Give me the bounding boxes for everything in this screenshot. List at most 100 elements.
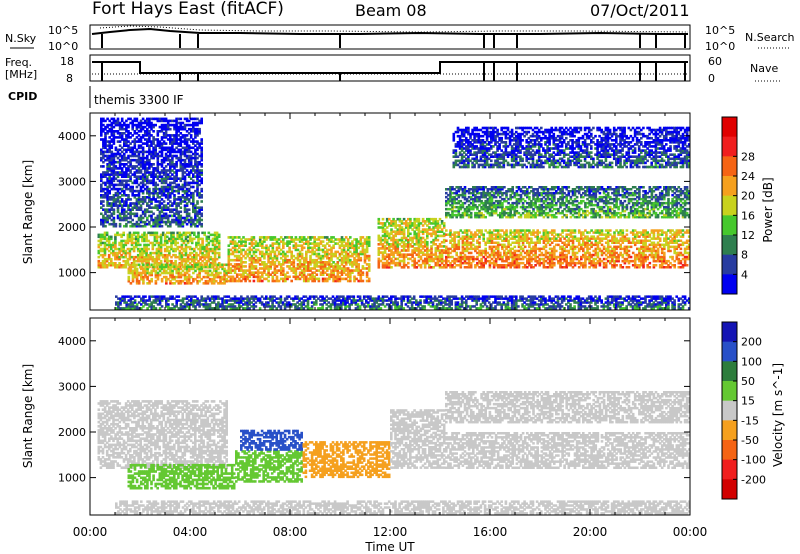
data-cell <box>517 199 521 203</box>
data-cell <box>609 253 612 257</box>
data-cell <box>273 279 277 283</box>
data-cell <box>644 249 647 253</box>
data-cell <box>292 265 296 268</box>
data-cell <box>565 243 568 247</box>
data-cell <box>219 275 222 279</box>
data-cell <box>174 237 177 241</box>
data-cell <box>540 237 544 240</box>
data-cell <box>544 251 548 255</box>
data-cell <box>515 190 519 193</box>
data-cell <box>101 255 105 259</box>
data-cell <box>317 261 321 264</box>
data-cell <box>415 261 419 265</box>
data-cell <box>650 247 654 251</box>
data-cell <box>265 246 268 250</box>
data-cell <box>154 279 158 283</box>
data-cell <box>530 211 533 215</box>
data-cell <box>217 245 221 249</box>
data-cell <box>503 213 506 217</box>
data-cell <box>582 249 585 253</box>
data-cell <box>563 203 566 207</box>
data-cell <box>227 250 231 254</box>
nave-tick-top: 60 <box>708 55 722 68</box>
data-cell <box>319 240 323 243</box>
data-cell <box>235 263 239 266</box>
data-cell <box>284 254 287 258</box>
data-cell <box>211 259 215 263</box>
data-cell <box>407 222 410 225</box>
data-cell <box>561 247 564 251</box>
data-cell <box>476 229 479 232</box>
data-cell <box>486 239 490 242</box>
data-cell <box>363 240 367 243</box>
cpid-program: themis 3300 IF <box>94 93 184 107</box>
data-cell <box>321 273 325 276</box>
data-cell <box>606 186 610 189</box>
data-cell <box>523 213 527 217</box>
data-cell <box>381 222 385 225</box>
data-cell <box>284 252 287 256</box>
data-cell <box>526 241 529 244</box>
data-cell <box>432 222 435 225</box>
data-cell <box>517 201 521 205</box>
data-cell <box>394 243 397 246</box>
data-cell <box>586 188 589 191</box>
data-cell <box>269 252 272 256</box>
data-cell <box>573 229 577 232</box>
data-cell <box>217 251 221 255</box>
data-cell <box>300 240 304 243</box>
data-cell <box>136 259 140 263</box>
data-cell <box>486 188 490 191</box>
data-cell <box>201 239 204 243</box>
data-cell <box>538 186 541 189</box>
data-cell <box>398 232 402 236</box>
data-cell <box>507 261 510 265</box>
data-cell <box>609 205 612 209</box>
data-cell <box>521 205 525 209</box>
data-cell <box>298 252 302 256</box>
data-cell <box>611 249 614 253</box>
data-cell <box>542 235 546 238</box>
data-cell <box>619 247 622 251</box>
data-cell <box>137 273 141 277</box>
data-cell <box>201 243 204 247</box>
data-cell <box>143 245 146 249</box>
data-cell <box>330 252 333 256</box>
data-cell <box>124 264 128 267</box>
data-cell <box>273 254 277 258</box>
data-cell <box>334 277 337 281</box>
data-cell <box>521 211 525 215</box>
data-cell <box>600 199 604 203</box>
data-cell <box>496 231 500 234</box>
data-cell <box>582 261 585 265</box>
data-cell <box>217 273 220 277</box>
data-cell <box>528 264 531 267</box>
data-cell <box>550 195 554 199</box>
data-cell <box>178 255 182 259</box>
data-cell <box>540 251 544 255</box>
data-cell <box>461 205 465 209</box>
data-cell <box>569 190 573 193</box>
data-cell <box>496 241 500 244</box>
data-cell <box>442 259 446 263</box>
data-cell <box>326 263 329 266</box>
data-cell <box>434 224 438 227</box>
data-cell <box>474 231 477 234</box>
data-cell <box>586 237 589 240</box>
data-cell <box>388 222 391 225</box>
data-cell <box>494 235 498 238</box>
data-cell <box>206 275 210 279</box>
data-cell <box>588 251 591 255</box>
data-cell <box>544 197 548 201</box>
data-cell <box>265 252 268 256</box>
data-cell <box>455 213 458 217</box>
data-cell <box>528 201 531 205</box>
data-cell <box>455 215 458 219</box>
data-cell <box>542 211 546 215</box>
data-cell <box>258 242 262 245</box>
data-cell <box>640 239 643 242</box>
data-cell <box>488 261 492 265</box>
data-cell <box>652 257 656 261</box>
data-cell <box>411 240 414 244</box>
data-cell <box>521 235 525 238</box>
